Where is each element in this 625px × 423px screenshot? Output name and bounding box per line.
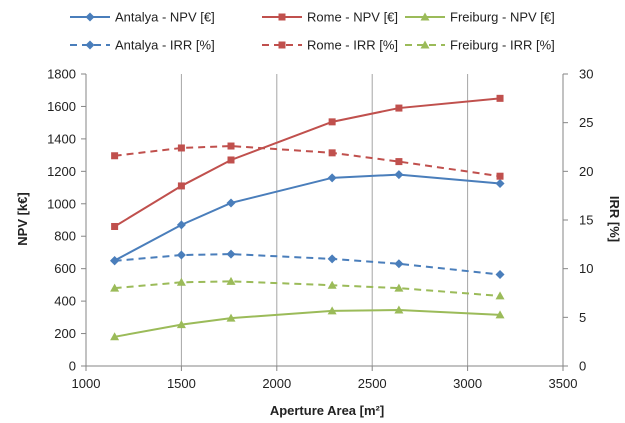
data-point (176, 250, 186, 260)
x-tick-label: 1500 (167, 376, 196, 391)
legend: Antalya - NPV [€] Rome - NPV [€] Freiburg … (70, 10, 555, 53)
y2-tick-label: 10 (579, 261, 593, 276)
series-line (114, 97, 501, 228)
series-2 (110, 305, 505, 341)
data-point (327, 254, 337, 264)
legend-item: Freiburg - IRR [%] (405, 38, 555, 53)
x-tick-label: 3000 (453, 376, 482, 391)
legend-label: Antalya - IRR [%] (115, 38, 215, 53)
data-point (395, 158, 403, 166)
y2-axis-ticks: 0 5 10 15 20 25 30 (563, 67, 593, 374)
data-point (394, 170, 404, 180)
series-line (114, 280, 501, 297)
y-tick-label: 1000 (47, 196, 76, 211)
y-tick-label: 1600 (47, 99, 76, 114)
data-point (176, 320, 186, 329)
data-point (395, 104, 403, 112)
grid (180, 74, 469, 366)
legend-item: Rome - IRR [%] (262, 38, 398, 53)
y2-tick-label: 20 (579, 164, 593, 179)
data-point (177, 182, 185, 190)
x-tick-label: 2500 (358, 376, 387, 391)
data-point (111, 152, 119, 160)
data-point (394, 283, 404, 292)
data-point (227, 142, 235, 150)
y-tick-label: 1400 (47, 131, 76, 146)
data-point (226, 198, 236, 208)
legend-marker (420, 12, 430, 21)
data-point (394, 259, 404, 269)
x-tick-label: 3500 (549, 376, 578, 391)
y-tick-label: 1800 (47, 67, 76, 82)
x-axis-ticks: 1000 1500 2000 2500 3000 3500 (72, 366, 578, 391)
data-point (327, 306, 337, 315)
y2-tick-label: 30 (579, 67, 593, 82)
data-point (110, 332, 120, 341)
y2-tick-label: 15 (579, 213, 593, 228)
series-line (114, 253, 501, 276)
data-point (327, 280, 337, 289)
data-point (495, 179, 505, 188)
data-point (328, 118, 336, 126)
data-point (495, 310, 505, 319)
x-axis-label: Aperture Area [m²] (270, 403, 384, 418)
series-line (114, 145, 501, 178)
y2-tick-label: 0 (579, 359, 586, 374)
series-4 (111, 142, 504, 180)
data-point (176, 220, 186, 230)
y2-axis-label: IRR [%] (607, 196, 622, 242)
y2-tick-label: 5 (579, 310, 586, 325)
data-point (496, 94, 504, 102)
data-point (226, 249, 236, 259)
y2-tick-label: 25 (579, 115, 593, 130)
legend-marker (278, 13, 286, 21)
data-point (110, 256, 120, 266)
data-point (394, 305, 404, 314)
data-point (328, 149, 336, 157)
legend-label: Antalya - NPV [€] (115, 10, 215, 25)
data-point (176, 277, 186, 286)
series-5 (110, 276, 505, 300)
legend-marker (85, 40, 95, 50)
series-0 (110, 170, 505, 266)
series-line (114, 173, 501, 262)
y-tick-label: 200 (54, 326, 76, 341)
legend-marker (420, 40, 430, 49)
data-point (495, 270, 505, 280)
legend-label: Rome - NPV [€] (307, 10, 398, 25)
legend-item: Antalya - NPV [€] (70, 10, 215, 25)
series-3 (110, 249, 505, 280)
series-1 (111, 94, 504, 230)
legend-item: Freiburg - NPV [€] (405, 10, 555, 25)
y-tick-label: 0 (69, 359, 76, 374)
data-point (496, 172, 504, 180)
axes (85, 74, 564, 367)
x-tick-label: 1000 (72, 376, 101, 391)
legend-marker (278, 41, 286, 49)
data-point (495, 291, 505, 300)
legend-item: Antalya - IRR [%] (70, 38, 215, 53)
y-tick-label: 800 (54, 229, 76, 244)
x-tick-label: 2000 (262, 376, 291, 391)
data-point (110, 283, 120, 292)
y-tick-label: 400 (54, 294, 76, 309)
legend-item: Rome - NPV [€] (262, 10, 398, 25)
series-group (110, 94, 505, 341)
data-point (226, 276, 236, 285)
y-tick-label: 600 (54, 261, 76, 276)
legend-label: Freiburg - IRR [%] (450, 38, 555, 53)
y-axis-ticks: 0 200 400 600 800 1000 1200 1400 1600 1800 (47, 67, 86, 374)
data-point (327, 173, 337, 183)
data-point (226, 313, 236, 322)
legend-marker (85, 12, 95, 22)
legend-label: Freiburg - NPV [€] (450, 10, 555, 25)
data-point (227, 156, 235, 164)
data-point (111, 222, 119, 230)
y-axis-label: NPV [k€] (15, 192, 30, 245)
series-line (114, 309, 501, 338)
legend-label: Rome - IRR [%] (307, 38, 398, 53)
data-point (177, 144, 185, 152)
y-tick-label: 1200 (47, 164, 76, 179)
